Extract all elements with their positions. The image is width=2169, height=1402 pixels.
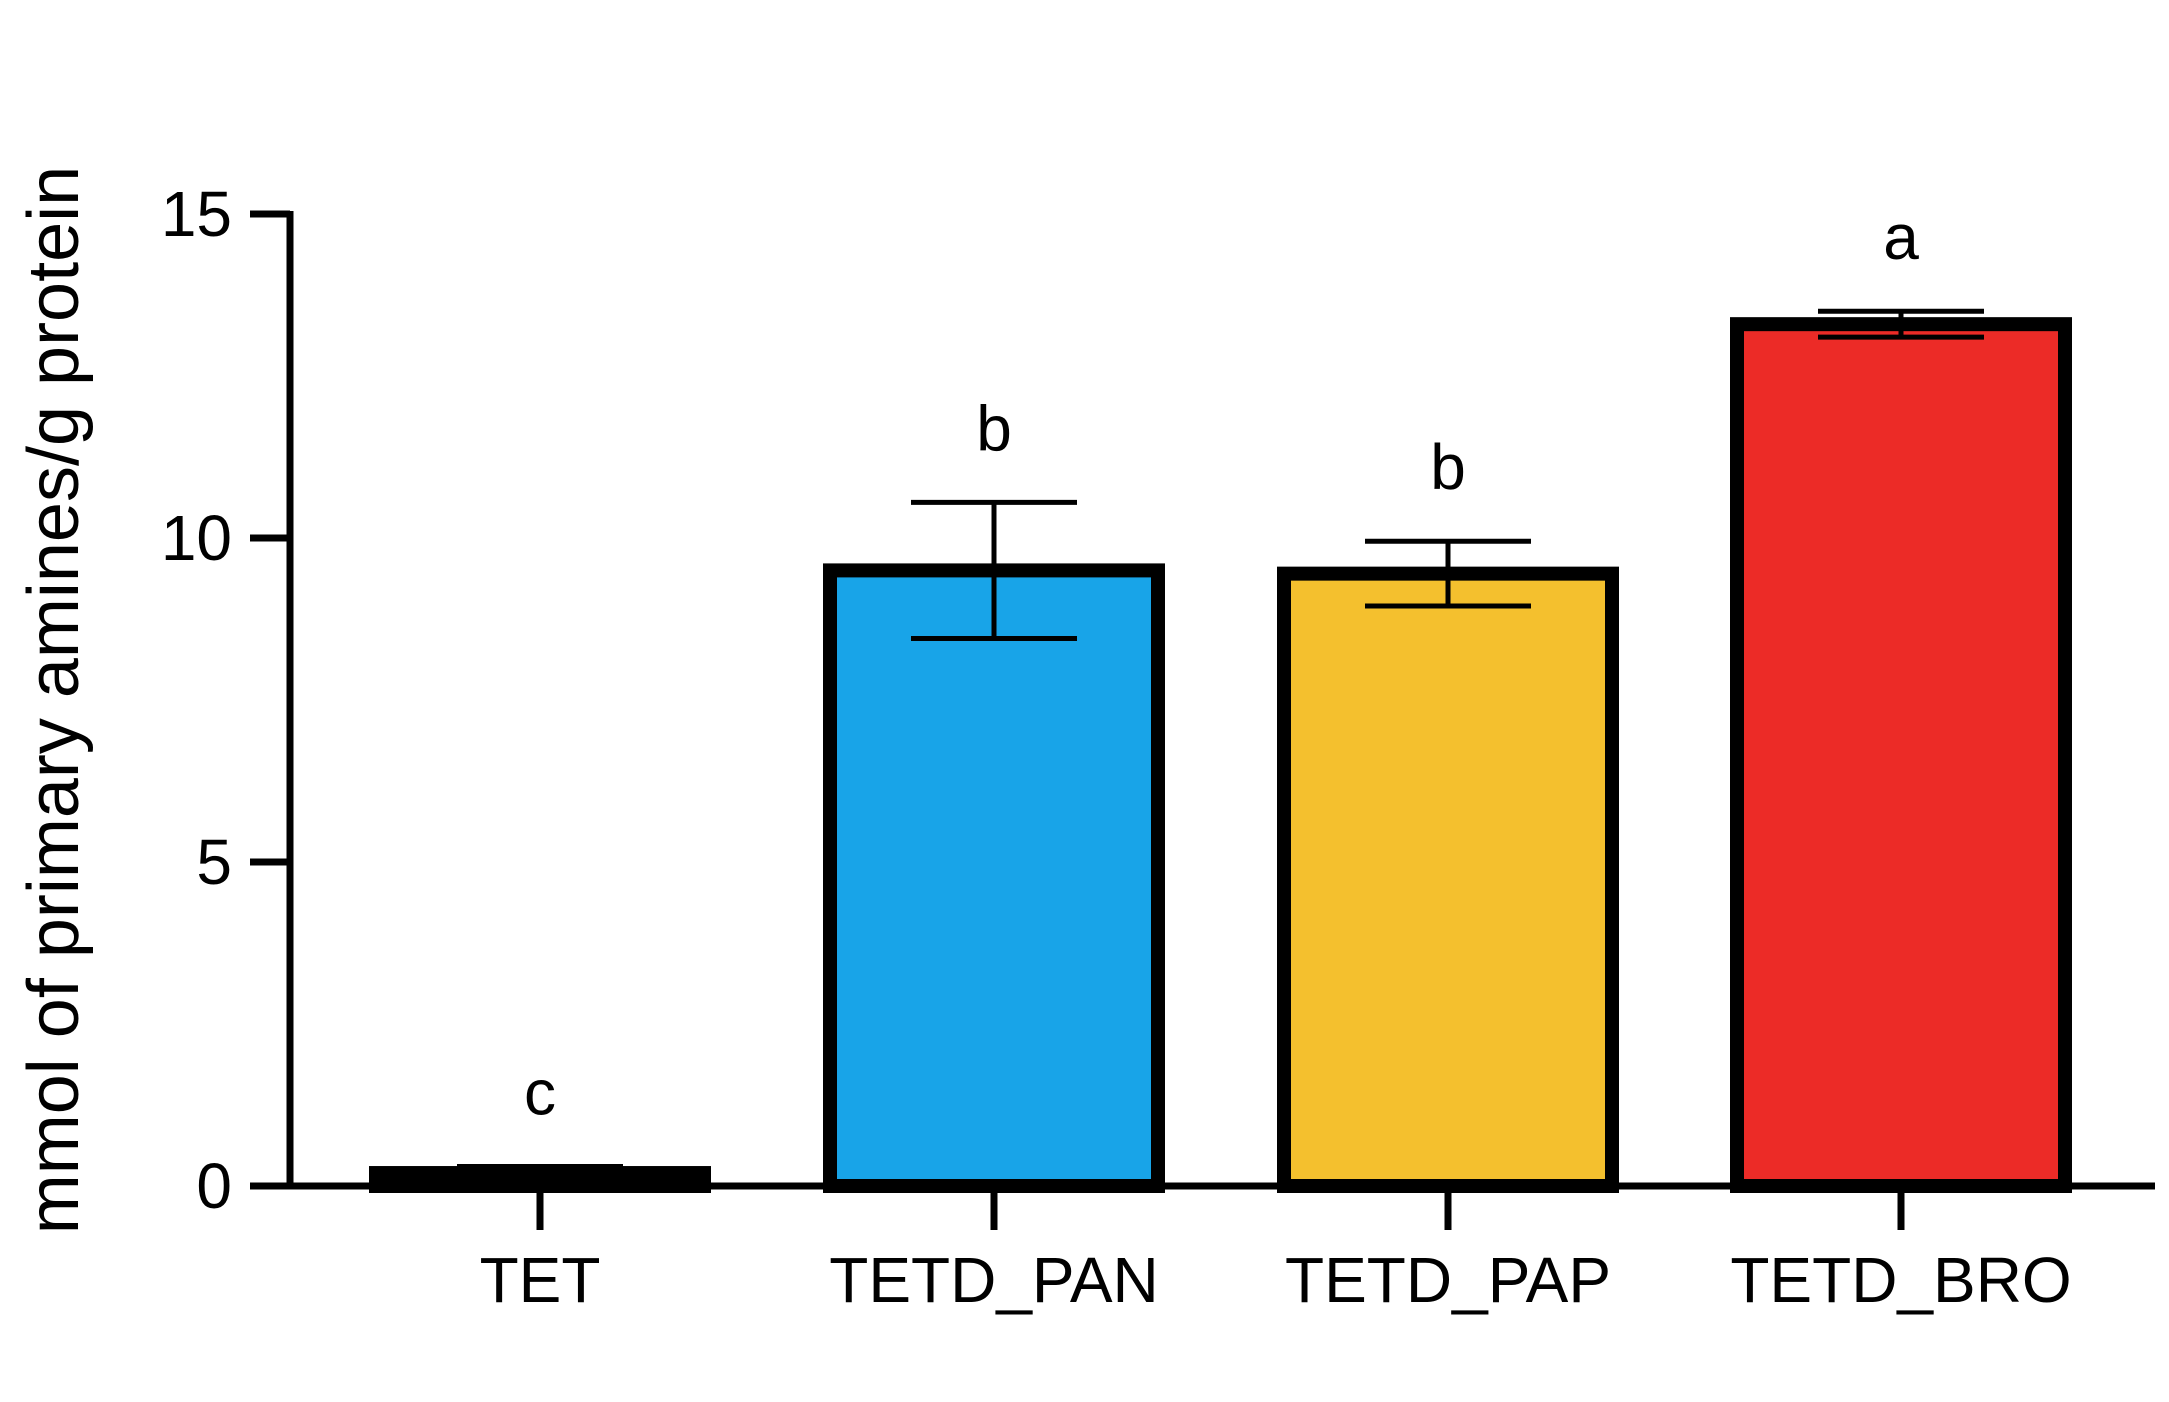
x-ticks: TET TETD_PAN TETD_PAP TETD_BRO <box>480 1186 2072 1316</box>
y-ticks: 0 5 10 15 <box>161 178 290 1222</box>
bar-tetd-pap <box>1277 566 1619 1193</box>
bar-tetd-bro <box>1730 317 2072 1194</box>
y-tick-label: 15 <box>161 178 232 250</box>
y-tick-label: 5 <box>196 826 232 898</box>
x-tick-label: TETD_PAN <box>829 1244 1159 1316</box>
x-tick-label: TET <box>480 1244 601 1316</box>
y-tick-label: 0 <box>196 1150 232 1222</box>
y-tick-label: 10 <box>161 502 232 574</box>
bars: c b b a <box>369 201 2072 1194</box>
significance-label: c <box>524 1057 556 1129</box>
x-tick-label: TETD_PAP <box>1285 1244 1611 1316</box>
significance-label: b <box>976 392 1012 464</box>
significance-label: a <box>1883 201 1919 273</box>
y-axis-label: mmol of primary amines/g protein <box>14 166 94 1234</box>
bar-tetd-pan <box>823 563 1165 1193</box>
significance-label: b <box>1430 431 1466 503</box>
x-tick-label: TETD_BRO <box>1730 1244 2071 1316</box>
